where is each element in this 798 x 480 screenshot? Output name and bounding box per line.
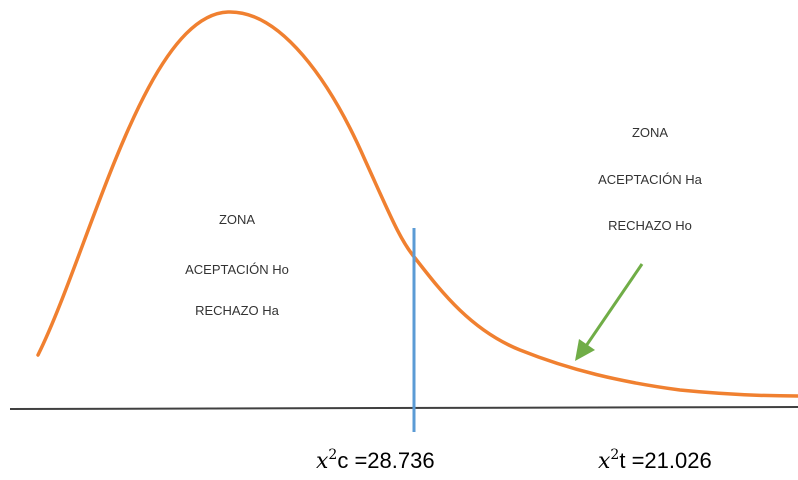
zone-right-line1: ZONA [632, 125, 668, 140]
zone-right-line3: RECHAZO Ho [608, 218, 692, 233]
chi-square-table-label: x2t =21.026 [598, 447, 712, 474]
distribution-curve [38, 12, 798, 396]
chi-square-calculated-label: x2c =28.736 [316, 447, 435, 474]
zone-right-line2: ACEPTACIÓN Ha [598, 172, 703, 187]
zone-left-line1: ZONA [219, 212, 255, 227]
x-axis-line [10, 407, 798, 409]
zone-left-line2: ACEPTACIÓN Ho [185, 262, 289, 277]
zone-right-label: ZONA ACEPTACIÓN Ha RECHAZO Ho [598, 125, 703, 233]
arrow-icon [575, 264, 642, 361]
zone-left-line3: RECHAZO Ha [195, 303, 280, 318]
zone-left-label: ZONA ACEPTACIÓN Ho RECHAZO Ha [185, 212, 289, 318]
